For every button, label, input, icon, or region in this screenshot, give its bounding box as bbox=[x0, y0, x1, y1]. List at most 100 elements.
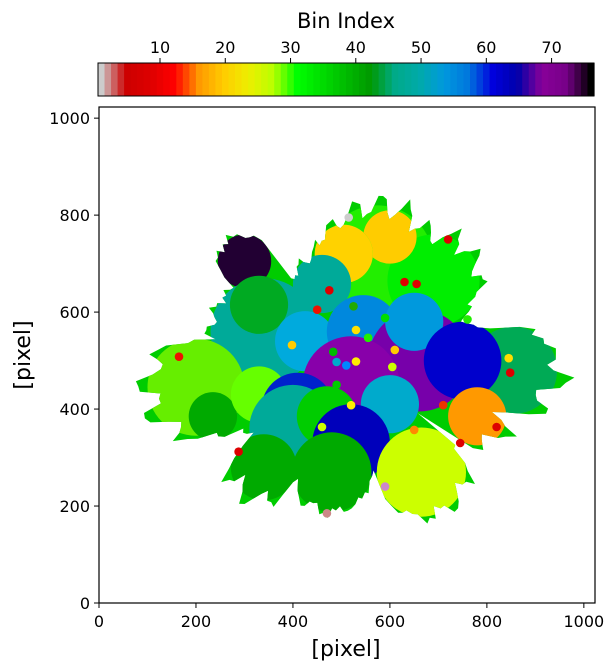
colorbar-segment bbox=[352, 63, 360, 96]
colorbar-segment bbox=[548, 63, 556, 96]
colorbar-segment bbox=[470, 63, 478, 96]
centroid-point bbox=[346, 400, 356, 410]
colorbar-tick-label: 30 bbox=[280, 38, 300, 57]
bin-circle bbox=[292, 254, 352, 314]
colorbar-segment bbox=[385, 63, 393, 96]
x-axis-label: [pixel] bbox=[311, 637, 380, 662]
bin-circle bbox=[423, 321, 502, 400]
colorbar-segment bbox=[567, 63, 576, 96]
colorbar-segment bbox=[195, 63, 204, 96]
colorbar-segment bbox=[235, 63, 243, 96]
colorbar-segment bbox=[150, 63, 158, 96]
colorbar-tick-label: 50 bbox=[411, 38, 431, 57]
colorbar-segment bbox=[202, 63, 210, 96]
colorbar: Bin Index 10 20 30 40 50 60 70 bbox=[97, 9, 595, 97]
colorbar-segment bbox=[489, 63, 497, 96]
colorbar-segment bbox=[437, 63, 445, 96]
centroid-point bbox=[412, 279, 421, 289]
colorbar-segment bbox=[169, 63, 177, 96]
axes-frame bbox=[98, 106, 596, 604]
colorbar-segment bbox=[104, 63, 112, 96]
colorbar-segment bbox=[228, 63, 236, 96]
colorbar-segment bbox=[424, 63, 432, 96]
colorbar-segment bbox=[509, 63, 517, 96]
x-axis-ticks: 0 200 400 600 800 1000 bbox=[94, 603, 604, 631]
x-tick-label: 1000 bbox=[563, 612, 604, 631]
centroid-point bbox=[287, 340, 297, 350]
colorbar-segment bbox=[326, 63, 334, 96]
bin-centroids bbox=[174, 213, 515, 518]
plot-area: 0 200 400 600 800 1000 0 200 400 600 800 1000 [pix… bbox=[11, 106, 604, 662]
colorbar-segment bbox=[306, 63, 314, 96]
colorbar-tick-label: 60 bbox=[476, 38, 496, 57]
colorbar-segment bbox=[535, 63, 543, 96]
colorbar-segment bbox=[124, 63, 132, 96]
bin-circle bbox=[448, 387, 507, 446]
bin-circle bbox=[229, 275, 289, 334]
centroid-point bbox=[505, 368, 515, 378]
centroid-point bbox=[390, 345, 400, 355]
colorbar-label: Bin Index bbox=[297, 9, 395, 33]
y-tick-label: 800 bbox=[59, 206, 90, 225]
colorbar-segment bbox=[528, 63, 536, 96]
colorbar-segment bbox=[189, 63, 197, 96]
colorbar-tick-label: 20 bbox=[215, 38, 235, 57]
colorbar-segment bbox=[378, 63, 386, 96]
colorbar-frame bbox=[97, 62, 595, 97]
colorbar-segment bbox=[456, 63, 465, 96]
centroid-point bbox=[351, 357, 361, 366]
colorbar-segment bbox=[463, 63, 471, 96]
colorbar-segment bbox=[319, 63, 328, 96]
bin-circle bbox=[230, 434, 297, 501]
centroid-point bbox=[492, 422, 501, 432]
centroid-point bbox=[328, 347, 338, 357]
colorbar-segment bbox=[411, 63, 419, 96]
y-tick-label: 600 bbox=[59, 303, 90, 322]
colorbar-segment bbox=[156, 63, 164, 96]
colorbar-segment bbox=[541, 63, 549, 96]
centroid-point bbox=[342, 361, 351, 370]
colorbar-segment bbox=[130, 63, 138, 96]
colorbar-ticks: 10 20 30 40 50 60 70 bbox=[150, 38, 562, 63]
colorbar-segment bbox=[163, 63, 171, 96]
colorbar-segment bbox=[267, 63, 275, 96]
y-axis-ticks: 0 200 400 600 800 1000 bbox=[49, 109, 99, 613]
centroid-point bbox=[234, 447, 243, 457]
colorbar-segment bbox=[182, 63, 190, 96]
colorbar-segment bbox=[372, 63, 380, 96]
colorbar-tick-label: 70 bbox=[541, 38, 561, 57]
centroid-point bbox=[325, 286, 334, 295]
colorbar-segment bbox=[522, 63, 530, 96]
colorbar-segment bbox=[398, 63, 406, 96]
y-tick-label: 200 bbox=[59, 497, 90, 516]
x-tick-label: 200 bbox=[181, 612, 212, 631]
colorbar-segment bbox=[430, 63, 438, 96]
centroid-point bbox=[504, 353, 513, 363]
centroid-point bbox=[174, 352, 184, 362]
colorbar-segment bbox=[554, 63, 562, 96]
centroid-point bbox=[380, 482, 390, 491]
colorbar-segment bbox=[98, 63, 106, 96]
colorbar-segment bbox=[274, 63, 282, 96]
centroid-point bbox=[388, 362, 397, 372]
bin-circles bbox=[147, 205, 558, 517]
colorbar-segment bbox=[248, 63, 256, 96]
colorbar-segment bbox=[580, 63, 589, 96]
y-axis-label: [pixel] bbox=[11, 320, 36, 389]
colorbar-segment bbox=[476, 63, 484, 96]
colorbar-segment bbox=[137, 63, 145, 96]
bin-circle bbox=[385, 292, 444, 351]
colorbar-tick-label: 40 bbox=[346, 38, 366, 57]
colorbar-segment bbox=[261, 63, 269, 96]
centroid-point bbox=[400, 277, 409, 287]
colorbar-segment bbox=[346, 63, 354, 96]
bin-circle bbox=[188, 392, 238, 441]
colorbar-segment bbox=[359, 63, 367, 96]
x-tick-label: 0 bbox=[94, 612, 104, 631]
colorbar-segment bbox=[483, 63, 491, 96]
bin-circle bbox=[217, 234, 272, 288]
bin-circle bbox=[376, 427, 466, 517]
centroid-point bbox=[312, 305, 322, 315]
colorbar-segment bbox=[222, 63, 230, 96]
centroid-point bbox=[332, 380, 341, 390]
